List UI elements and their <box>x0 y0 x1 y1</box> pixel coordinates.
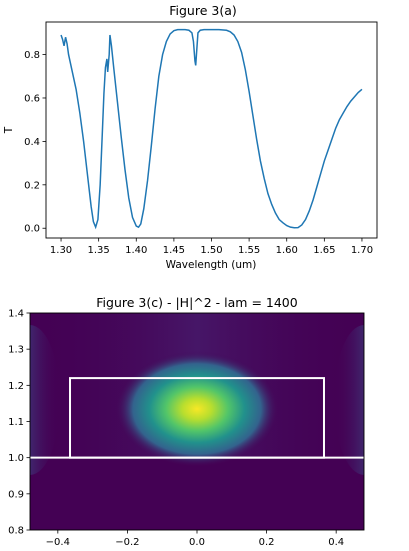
chart-2-y-tick-label: 1.2 <box>8 381 24 392</box>
chart-2-y-tick-label: 0.9 <box>8 489 24 500</box>
chart-1-x-tick-label: 1.40 <box>125 245 147 256</box>
chart-1-y-axis: 0.0 0.2 0.4 0.6 0.8 <box>24 50 46 235</box>
chart-2-y-axis: 0.8 0.9 1.0 1.1 1.2 1.3 1.4 <box>8 309 30 537</box>
chart-2-y-tick-label: 0.8 <box>8 526 24 537</box>
chart-1-x-axis: 1.30 1.35 1.40 1.45 1.50 1.55 1.60 1.65 1.70 <box>50 238 373 256</box>
chart-2-left-edge-glow <box>30 325 60 475</box>
chart-2-x-axis: −0.4 −0.2 0.0 0.2 0.4 <box>46 530 344 548</box>
chart-1-series-line <box>60 28 363 230</box>
chart-2-x-tick-label: 0.2 <box>259 537 275 548</box>
chart-1-x-tick-label: 1.50 <box>200 245 222 256</box>
chart-1-y-tick-label: 0.6 <box>24 93 40 104</box>
chart-1-x-tick-label: 1.30 <box>50 245 72 256</box>
chart-2-y-tick-label: 1.1 <box>8 417 24 428</box>
chart-1-y-tick-label: 0.2 <box>24 180 40 191</box>
chart-2-x-tick-label: −0.4 <box>46 537 70 548</box>
chart-1-ylabel: T <box>3 126 15 134</box>
chart-1-xlabel: Wavelength (um) <box>166 259 257 271</box>
chart-1-x-tick-label: 1.60 <box>276 245 298 256</box>
chart-1-x-tick-label: 1.55 <box>238 245 260 256</box>
chart-1-title: Figure 3(a) <box>169 3 237 18</box>
chart-transmission: Figure 3(a) 1.30 1.35 1.40 1.45 1.50 1.55 1.60… <box>3 3 378 271</box>
chart-1-x-tick-label: 1.70 <box>351 245 373 256</box>
chart-1-x-tick-label: 1.35 <box>88 245 110 256</box>
chart-2-title: Figure 3(c) - |H|^2 - lam = 1400 <box>96 295 297 310</box>
chart-1-x-tick-label: 1.45 <box>163 245 185 256</box>
chart-1-y-tick-label: 0.0 <box>24 224 40 235</box>
chart-1-y-tick-label: 0.4 <box>24 137 40 148</box>
chart-1-frame <box>45 21 378 239</box>
chart-2-y-tick-label: 1.4 <box>8 309 24 320</box>
chart-2-field-hotspot <box>115 351 279 467</box>
chart-2-right-edge-glow <box>334 325 364 475</box>
chart-2-y-tick-label: 1.0 <box>8 453 24 464</box>
chart-2-x-tick-label: 0.4 <box>328 537 344 548</box>
chart-2-x-tick-label: 0.0 <box>189 537 205 548</box>
chart-field-map: Figure 3(c) - |H|^2 - lam = 1400 −0.4 −0.… <box>8 295 365 548</box>
chart-2-y-tick-label: 1.3 <box>8 345 24 356</box>
chart-1-y-tick-label: 0.8 <box>24 50 40 61</box>
chart-2-heatmap <box>30 313 364 530</box>
chart-2-x-tick-label: −0.2 <box>115 537 139 548</box>
chart-1-x-tick-label: 1.65 <box>313 245 335 256</box>
chart-2-overlay <box>30 377 364 459</box>
